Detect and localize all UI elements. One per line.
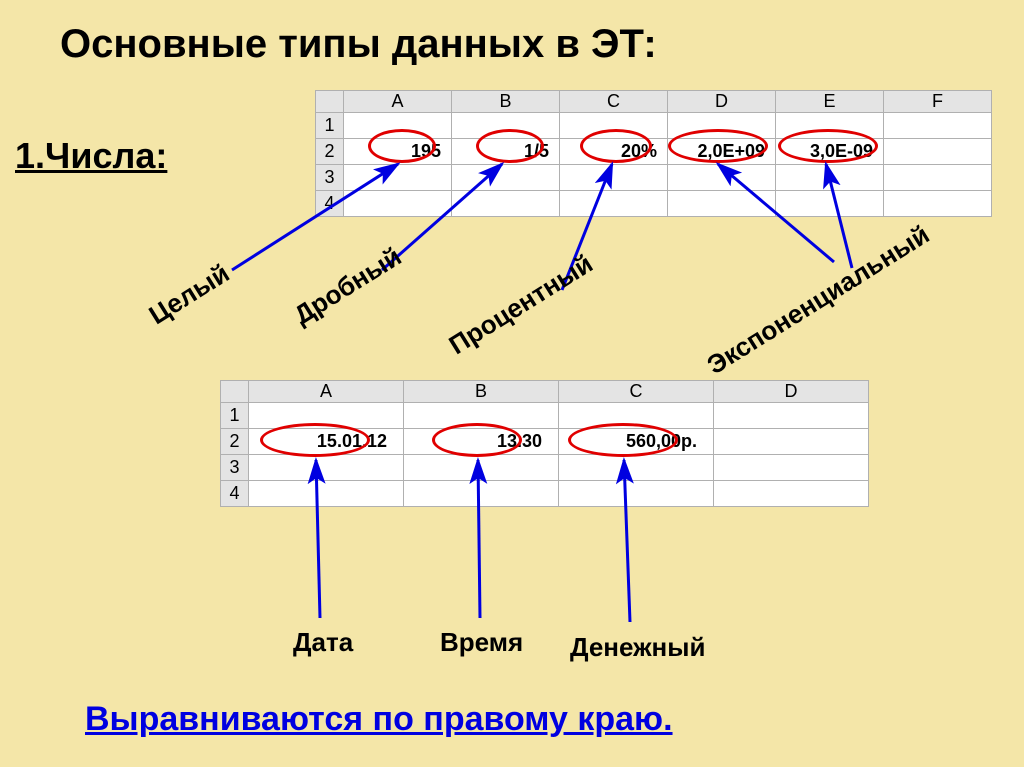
spreadsheet-top: A B C D E F 1 2 195 1/5 20% 2,0E+09 3,0E… — [315, 90, 992, 217]
cell-value: 15.01.12 — [249, 429, 404, 455]
cell-value: 560,00р. — [559, 429, 714, 455]
type-label: Процентный — [444, 248, 599, 361]
row-header: 1 — [316, 113, 344, 139]
cell — [714, 455, 869, 481]
cell — [884, 139, 992, 165]
cell-value: 13.30 — [404, 429, 559, 455]
cell-value: 20% — [560, 139, 668, 165]
footer-note: Выравниваются по правому краю. — [85, 700, 673, 739]
spreadsheet-bottom: A B C D 1 2 15.01.12 13.30 560,00р. 3 4 — [220, 380, 869, 507]
cell — [776, 191, 884, 217]
type-label: Целый — [144, 258, 235, 331]
col-header: A — [344, 91, 452, 113]
cell — [452, 113, 560, 139]
row-header: 2 — [316, 139, 344, 165]
row-header: 3 — [221, 455, 249, 481]
cell — [452, 191, 560, 217]
cell — [560, 165, 668, 191]
cell — [344, 165, 452, 191]
col-header: C — [559, 381, 714, 403]
cell — [776, 113, 884, 139]
cell — [668, 191, 776, 217]
cell — [884, 191, 992, 217]
cell — [404, 481, 559, 507]
cell — [884, 165, 992, 191]
type-label: Время — [440, 627, 523, 658]
row-header: 4 — [221, 481, 249, 507]
type-label: Дробный — [289, 241, 407, 331]
col-header: B — [452, 91, 560, 113]
cell — [714, 403, 869, 429]
cell — [668, 165, 776, 191]
cell — [344, 113, 452, 139]
col-header: B — [404, 381, 559, 403]
cell — [560, 191, 668, 217]
col-header: F — [884, 91, 992, 113]
cell-value: 2,0E+09 — [668, 139, 776, 165]
cell — [452, 165, 560, 191]
section-subtitle: 1.Числа: — [15, 135, 167, 177]
cell — [559, 481, 714, 507]
cell — [560, 113, 668, 139]
cell — [776, 165, 884, 191]
type-label: Экспоненциальный — [702, 219, 935, 381]
col-header: D — [668, 91, 776, 113]
cell — [404, 455, 559, 481]
cell — [559, 455, 714, 481]
corner-cell — [316, 91, 344, 113]
row-header: 3 — [316, 165, 344, 191]
cell-value: 195 — [344, 139, 452, 165]
cell-value: 1/5 — [452, 139, 560, 165]
cell — [714, 481, 869, 507]
cell — [249, 455, 404, 481]
cell — [249, 481, 404, 507]
cell — [884, 113, 992, 139]
type-label: Дата — [293, 627, 353, 658]
cell — [344, 191, 452, 217]
slide-title: Основные типы данных в ЭТ: — [60, 22, 657, 67]
type-label: Денежный — [570, 632, 705, 663]
corner-cell — [221, 381, 249, 403]
cell-value: 3,0E-09 — [776, 139, 884, 165]
row-header: 4 — [316, 191, 344, 217]
cell — [668, 113, 776, 139]
cell — [249, 403, 404, 429]
cell — [404, 403, 559, 429]
cell — [714, 429, 869, 455]
row-header: 2 — [221, 429, 249, 455]
row-header: 1 — [221, 403, 249, 429]
col-header: E — [776, 91, 884, 113]
cell — [559, 403, 714, 429]
col-header: C — [560, 91, 668, 113]
col-header: A — [249, 381, 404, 403]
col-header: D — [714, 381, 869, 403]
